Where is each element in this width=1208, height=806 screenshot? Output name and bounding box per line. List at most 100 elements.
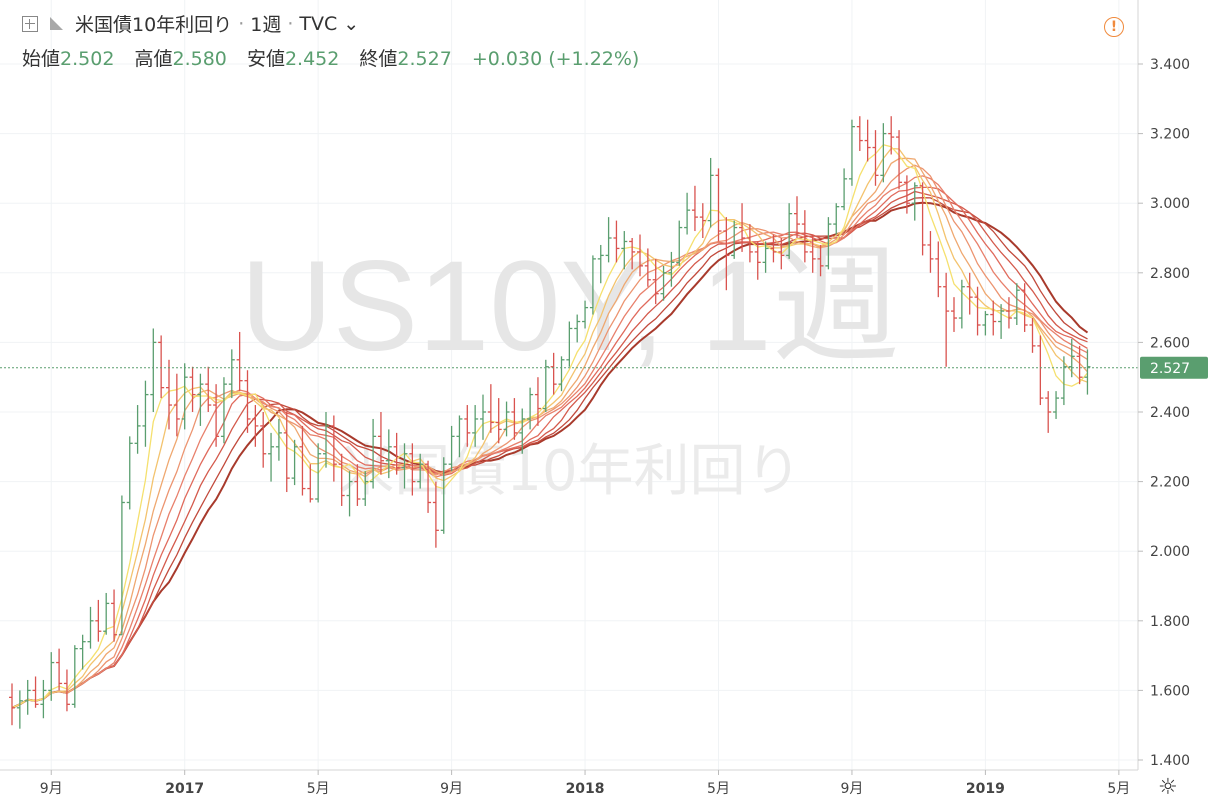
ohlc-bar xyxy=(888,116,895,155)
last-price-tag xyxy=(1140,356,1208,379)
x-tick-label: 5月 xyxy=(707,781,730,797)
ohlc-bar xyxy=(197,373,204,426)
ma-line-13 xyxy=(11,175,1088,709)
ma-line-21 xyxy=(11,201,1089,709)
ohlc-bar xyxy=(417,453,424,489)
y-tick-label: 3.400 xyxy=(1150,57,1190,73)
ohlc-bar xyxy=(370,418,377,489)
ohlc-bar xyxy=(111,589,118,642)
low-value: 2.452 xyxy=(284,48,340,70)
ohlc-bar xyxy=(283,412,290,493)
warning-icon[interactable]: ! xyxy=(1104,17,1124,37)
ohlc-bar xyxy=(927,231,934,273)
ohlc-bar xyxy=(731,220,738,259)
ohlc-bar xyxy=(244,370,251,433)
ohlc-bar xyxy=(1021,283,1028,332)
ohlc-bar xyxy=(542,359,549,412)
ohlc-bar xyxy=(323,412,329,468)
y-tick-label: 2.000 xyxy=(1150,544,1190,560)
ohlc-bar xyxy=(377,412,384,475)
ohlc-bar xyxy=(189,366,196,412)
high-value: 2.580 xyxy=(172,48,227,70)
ma-line-5 xyxy=(11,143,1088,709)
ohlc-bar xyxy=(723,217,730,291)
price-axis[interactable]: 1.400 1.600 1.800 2.000 2.200 2.400 2.600 2.800… xyxy=(1138,57,1190,769)
separator: · xyxy=(238,12,245,35)
symbol-header[interactable]: 米国債10年利回り · 1週 · TVC ⌄ xyxy=(22,10,359,37)
ohlc-bar xyxy=(134,405,141,454)
ohlc-bar xyxy=(315,443,322,503)
ohlc-bar xyxy=(621,231,628,270)
ohlc-bar xyxy=(158,335,165,399)
settings-icon[interactable]: ☼ xyxy=(1158,775,1178,800)
ohlc-bar xyxy=(236,331,243,392)
ohlc-bar xyxy=(472,405,479,447)
open-label: 始値 xyxy=(22,48,61,70)
ohlc-bar xyxy=(409,443,416,496)
ohlc-bar xyxy=(338,453,345,506)
ohlc-bar xyxy=(668,251,675,287)
flag-icon[interactable] xyxy=(50,17,63,30)
ohlc-bar xyxy=(173,373,180,437)
x-tick-label: 5月 xyxy=(1107,781,1130,797)
last-price-label: 2.527 xyxy=(1140,356,1208,379)
ohlc-bar xyxy=(998,304,1005,339)
chevron-down-icon[interactable]: ⌄ xyxy=(343,12,360,35)
separator: · xyxy=(287,12,294,35)
ma-line-17 xyxy=(11,190,1088,709)
last-price-value: 2.527 xyxy=(1150,361,1190,377)
ohlc-bar xyxy=(794,196,800,238)
grid xyxy=(0,0,1138,770)
low-label: 安値 xyxy=(246,48,285,70)
ohlc-bar xyxy=(220,377,227,444)
ohlc-bar xyxy=(142,380,149,447)
ohlc-bar xyxy=(95,599,102,642)
ohlc-bar xyxy=(1084,349,1091,395)
ohlc-bar xyxy=(919,182,926,256)
ohlc-bar xyxy=(166,359,172,430)
ohlc-bar xyxy=(126,436,133,510)
ohlc-bar xyxy=(1068,338,1075,378)
x-tick-label: 9月 xyxy=(840,781,863,797)
ohlc-bar xyxy=(644,248,651,287)
ohlc-bar xyxy=(1013,283,1020,325)
ohlc-bar xyxy=(519,408,526,454)
ohlc-bar xyxy=(252,405,259,447)
ohlc-bar xyxy=(464,405,471,447)
y-tick-label: 1.800 xyxy=(1150,614,1190,630)
ohlc-bar xyxy=(432,481,439,548)
ohlc-bar xyxy=(299,425,306,496)
ohlc-bar xyxy=(770,234,777,263)
ohlc-bar xyxy=(534,377,541,426)
x-tick-label: 2019 xyxy=(966,781,1005,797)
ohlc-bar xyxy=(1053,391,1060,419)
ohlc-bar xyxy=(1060,356,1067,406)
interval-label[interactable]: 1週 xyxy=(250,14,282,36)
ohlc-bar xyxy=(597,244,604,284)
ma-line-15 xyxy=(11,186,1088,709)
y-tick-label: 3.000 xyxy=(1150,196,1190,212)
ohlc-bar xyxy=(425,460,432,513)
x-tick-label: 9月 xyxy=(440,781,463,797)
ohlc-bar xyxy=(9,683,15,726)
source-label[interactable]: TVC xyxy=(299,12,338,35)
symbol-title[interactable]: 米国債10年利回り xyxy=(75,14,233,36)
ohlc-bar xyxy=(16,690,23,729)
ohlc-bar xyxy=(872,130,879,186)
y-tick-label: 2.400 xyxy=(1150,405,1190,421)
ohlc-bars xyxy=(9,116,1091,729)
ohlc-bar xyxy=(754,241,761,280)
ohlc-bar xyxy=(778,238,785,270)
y-tick-label: 2.200 xyxy=(1150,475,1190,491)
ohlc-bar xyxy=(1045,391,1052,433)
ohlc-bar xyxy=(24,679,31,715)
ohlc-bar xyxy=(841,168,848,211)
ohlc-bar xyxy=(951,297,957,332)
add-compare-icon[interactable] xyxy=(22,15,38,32)
ohlc-bar xyxy=(103,592,110,635)
ohlc-bar xyxy=(558,356,565,392)
ohlc-bar xyxy=(848,119,855,186)
time-axis[interactable]: 9月 2017 5月 9月 2018 5月 9月 2019 5月 xyxy=(40,770,1131,797)
ohlc-bar xyxy=(71,645,78,708)
